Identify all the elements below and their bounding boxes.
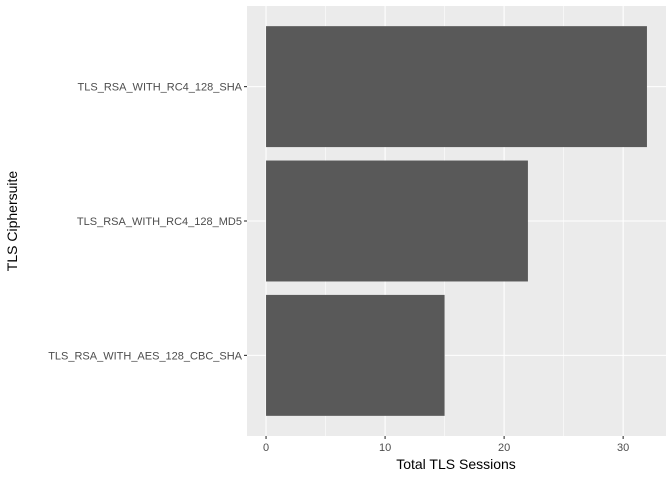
y-axis-title: TLS Ciphersuite	[4, 171, 20, 272]
bars	[266, 26, 647, 416]
x-tick-label: 10	[379, 442, 391, 454]
x-tick-label: 0	[263, 442, 269, 454]
x-tick-label: 30	[617, 442, 629, 454]
y-tick-label: TLS_RSA_WITH_AES_128_CBC_SHA	[48, 350, 242, 362]
bar-3	[266, 294, 445, 416]
bar-1	[266, 26, 647, 148]
x-axis-title: Total TLS Sessions	[396, 456, 516, 472]
y-axis-ticks: TLS_RSA_WITH_RC4_128_SHA TLS_RSA_WITH_RC4…	[48, 82, 247, 362]
bar-2	[266, 160, 528, 282]
x-axis-ticks: 0 10 20 30	[263, 436, 629, 454]
y-tick-label: TLS_RSA_WITH_RC4_128_MD5	[77, 216, 242, 228]
y-tick-label: TLS_RSA_WITH_RC4_128_SHA	[78, 82, 243, 94]
x-tick-label: 20	[498, 442, 510, 454]
